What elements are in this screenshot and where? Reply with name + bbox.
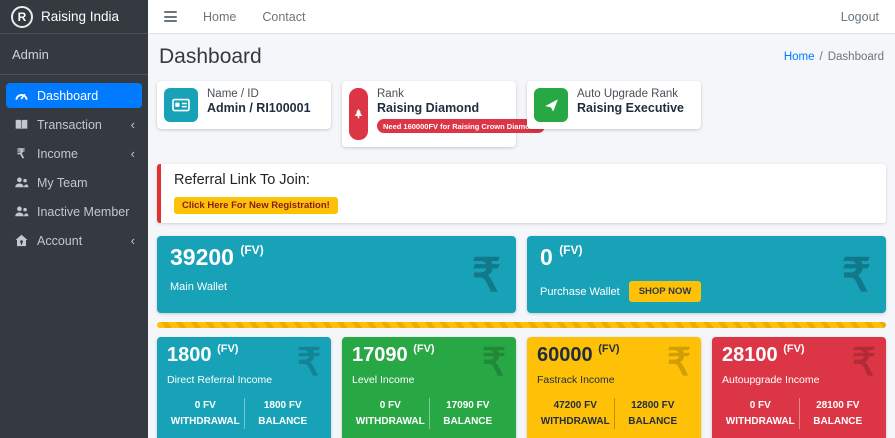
income-label: Fastrack Income	[537, 374, 615, 386]
sidebar-item-label: Inactive Member	[37, 204, 130, 219]
income-stats: 0 FV WITHDRAWAL 1800 FV BALANCE	[167, 394, 321, 435]
page-title: Dashboard	[159, 45, 262, 68]
book-icon	[13, 117, 29, 132]
sidebar-item-account[interactable]: Account ‹	[6, 228, 142, 253]
sidebar-item-label: Transaction	[37, 117, 102, 132]
income-amount: 17090 (FV)	[352, 343, 435, 366]
breadcrumb: Home / Dashboard	[784, 51, 884, 63]
chevron-left-icon: ‹	[130, 117, 135, 132]
users-icon	[13, 204, 29, 219]
purchase-wallet-card: 0 (FV) Purchase Wallet SHOP NOW ₹	[527, 236, 886, 313]
income-card-direct-referral: 1800 (FV) Direct Referral Income 0 FV WIT…	[157, 337, 331, 438]
sidebar-item-label: Dashboard	[37, 88, 99, 103]
main-area: Home Contact Logout Dashboard Home / Das…	[148, 0, 895, 438]
main-wallet-card: 39200 (FV) Main Wallet ₹	[157, 236, 516, 313]
tree-icon	[349, 88, 368, 140]
brand-logo-icon: R	[11, 5, 33, 28]
info-card-value: Raising Executive	[577, 101, 684, 115]
id-card-icon	[164, 88, 198, 122]
rupee-watermark-icon: ₹	[471, 248, 501, 301]
users-icon	[13, 175, 29, 190]
income-stats: 0 FV WITHDRAWAL 17090 FV BALANCE	[352, 394, 506, 435]
tachometer-icon	[13, 88, 29, 103]
rupee-watermark-icon: ₹	[666, 342, 691, 384]
brand-name: Raising India	[41, 9, 120, 24]
rupee-watermark-icon: ₹	[481, 342, 506, 384]
sidebar-item-label: Income	[37, 146, 78, 161]
info-card-rank: Rank Raising Diamond Need 160000FV for R…	[342, 81, 545, 147]
sidebar: R Raising India Admin Dashboard Transact…	[0, 0, 148, 438]
rupee-icon: ₹	[16, 146, 26, 161]
info-card-row: Name / ID Admin / RI100001 Rank Raising …	[157, 81, 886, 147]
rank-requirement-badge[interactable]: Need 160000FV for Raising Crown Diamond	[377, 119, 545, 133]
info-card-label: Auto Upgrade Rank	[577, 88, 679, 100]
income-label: Level Income	[352, 374, 415, 386]
income-amount: 1800 (FV)	[167, 343, 239, 366]
wallet-card-row: 39200 (FV) Main Wallet ₹ 0 (FV) Purchase…	[157, 236, 886, 313]
info-card-label: Rank	[377, 88, 404, 100]
purchase-wallet-label: Purchase Wallet SHOP NOW	[540, 281, 873, 303]
income-stats: 47200 FV WITHDRAWAL 12800 FV BALANCE	[537, 394, 691, 435]
nav-link-home[interactable]: Home	[203, 9, 237, 24]
withdrawal-stat: 0 FV WITHDRAWAL	[170, 400, 240, 427]
balance-stat: 12800 FV BALANCE	[613, 398, 692, 429]
info-card-name-id: Name / ID Admin / RI100001	[157, 81, 331, 129]
rupee-watermark-icon: ₹	[851, 342, 876, 384]
breadcrumb-separator: /	[819, 51, 823, 63]
referral-registration-link[interactable]: Click Here For New Registration!	[174, 197, 338, 214]
info-card-value: Admin / RI100001	[207, 101, 311, 115]
withdrawal-stat: 47200 FV WITHDRAWAL	[540, 400, 610, 427]
purchase-wallet-amount: 0 (FV)	[540, 243, 583, 270]
sidebar-item-inactive-member[interactable]: Inactive Member	[6, 199, 142, 224]
rupee-watermark-icon: ₹	[841, 248, 871, 301]
nav-link-contact[interactable]: Contact	[262, 9, 306, 24]
sidebar-user-name: Admin	[0, 34, 148, 75]
rupee-watermark-icon: ₹	[296, 342, 321, 384]
house-lock-icon	[13, 233, 29, 248]
main-wallet-label: Main Wallet	[170, 281, 228, 294]
paper-plane-icon	[534, 88, 568, 122]
income-label: Direct Referral Income	[167, 374, 273, 386]
shop-now-button[interactable]: SHOP NOW	[628, 281, 702, 303]
income-card-level: 17090 (FV) Level Income 0 FV WITHDRAWAL 1…	[342, 337, 516, 438]
breadcrumb-current: Dashboard	[827, 51, 884, 63]
income-card-autoupgrade: 28100 (FV) Autoupgrade Income 0 FV WITHDR…	[712, 337, 886, 438]
chevron-left-icon: ‹	[130, 146, 135, 161]
striped-divider	[157, 322, 886, 328]
info-card-auto-upgrade-rank: Auto Upgrade Rank Raising Executive	[527, 81, 701, 129]
brand-header[interactable]: R Raising India	[0, 0, 148, 34]
referral-title: Referral Link To Join:	[174, 172, 310, 188]
withdrawal-stat: 0 FV WITHDRAWAL	[355, 400, 425, 427]
info-card-value: Raising Diamond	[377, 101, 480, 115]
info-card-label: Name / ID	[207, 88, 259, 100]
sidebar-item-transaction[interactable]: Transaction ‹	[6, 112, 142, 137]
income-stats: 0 FV WITHDRAWAL 28100 FV BALANCE	[722, 394, 876, 435]
sidebar-item-label: My Team	[37, 175, 88, 190]
income-amount: 60000 (FV)	[537, 343, 620, 366]
withdrawal-stat: 0 FV WITHDRAWAL	[725, 400, 795, 427]
sidebar-item-income[interactable]: ₹ Income ‹	[6, 141, 142, 166]
income-card-row: 1800 (FV) Direct Referral Income 0 FV WIT…	[157, 337, 886, 438]
logout-link[interactable]: Logout	[840, 9, 879, 24]
sidebar-item-my-team[interactable]: My Team	[6, 170, 142, 195]
top-navbar: Home Contact Logout	[148, 0, 895, 34]
sidebar-item-label: Account	[37, 233, 83, 248]
income-amount: 28100 (FV)	[722, 343, 805, 366]
balance-stat: 17090 FV BALANCE	[428, 398, 507, 429]
balance-stat: 1800 FV BALANCE	[243, 398, 322, 429]
referral-callout: Referral Link To Join: Click Here For Ne…	[157, 164, 886, 223]
breadcrumb-home-link[interactable]: Home	[783, 51, 815, 63]
chevron-left-icon: ‹	[130, 233, 135, 248]
hamburger-menu-icon[interactable]	[164, 11, 177, 22]
sidebar-item-dashboard[interactable]: Dashboard	[6, 83, 142, 108]
income-label: Autoupgrade Income	[722, 374, 820, 386]
page-content: Dashboard Home / Dashboard Name / ID Adm…	[148, 34, 895, 438]
main-wallet-amount: 39200 (FV)	[170, 243, 264, 270]
income-card-fastrack: 60000 (FV) Fastrack Income 47200 FV WITHD…	[527, 337, 701, 438]
balance-stat: 28100 FV BALANCE	[798, 398, 877, 429]
sidebar-menu: Dashboard Transaction ‹ ₹ Income ‹ My Te…	[0, 75, 148, 261]
